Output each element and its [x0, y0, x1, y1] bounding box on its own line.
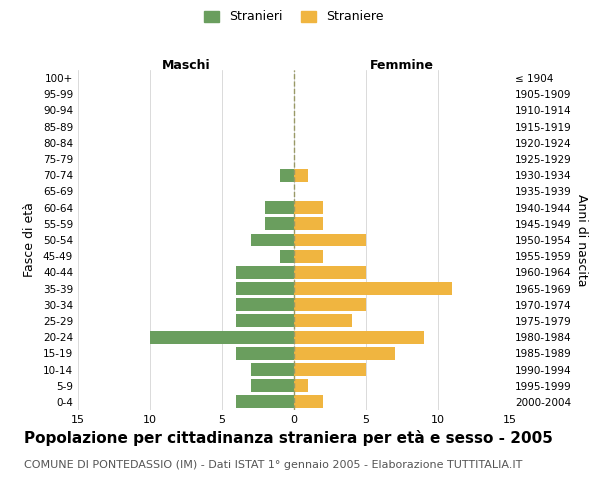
Bar [251, 363, 294, 376]
Text: Maschi: Maschi [161, 58, 211, 71]
Bar [294, 363, 366, 376]
Bar [294, 282, 452, 295]
Bar [294, 396, 323, 408]
Bar [251, 379, 294, 392]
Bar [265, 201, 294, 214]
Bar [150, 330, 294, 344]
Bar [251, 234, 294, 246]
Bar [236, 314, 294, 328]
Bar [294, 330, 424, 344]
Bar [294, 234, 366, 246]
Y-axis label: Fasce di età: Fasce di età [23, 202, 36, 278]
Bar [294, 266, 366, 279]
Bar [294, 347, 395, 360]
Bar [236, 298, 294, 311]
Bar [294, 379, 308, 392]
Legend: Stranieri, Straniere: Stranieri, Straniere [198, 4, 390, 30]
Bar [294, 201, 323, 214]
Y-axis label: Anni di nascita: Anni di nascita [575, 194, 588, 286]
Bar [294, 169, 308, 181]
Bar [236, 396, 294, 408]
Text: Popolazione per cittadinanza straniera per età e sesso - 2005: Popolazione per cittadinanza straniera p… [24, 430, 553, 446]
Bar [294, 250, 323, 262]
Bar [280, 250, 294, 262]
Bar [294, 314, 352, 328]
Bar [294, 218, 323, 230]
Bar [236, 266, 294, 279]
Bar [294, 298, 366, 311]
Bar [280, 169, 294, 181]
Text: Femmine: Femmine [370, 58, 434, 71]
Text: COMUNE DI PONTEDASSIO (IM) - Dati ISTAT 1° gennaio 2005 - Elaborazione TUTTITALI: COMUNE DI PONTEDASSIO (IM) - Dati ISTAT … [24, 460, 523, 470]
Bar [236, 347, 294, 360]
Bar [265, 218, 294, 230]
Bar [236, 282, 294, 295]
